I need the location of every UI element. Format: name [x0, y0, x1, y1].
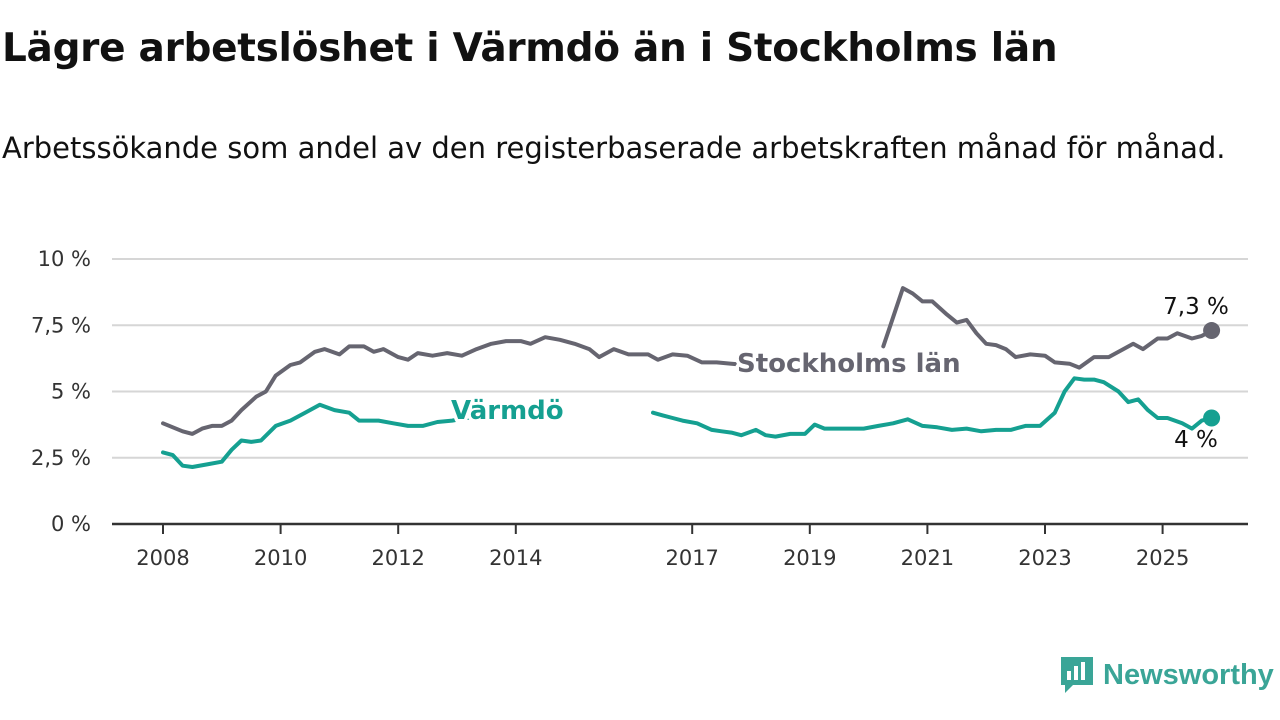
series-line-varmdo: [161, 402, 494, 469]
end-value-label-stockholm: 7,3 %: [1163, 294, 1229, 320]
x-tick-label: 2021: [901, 546, 954, 570]
x-axis: 2008 2010 2012 2014 2017 2019 2021 2023 2025: [112, 522, 1248, 570]
series-line-stockholm-recent: [881, 286, 1214, 370]
series-label-stockholm: Stockholms län: [737, 349, 961, 379]
x-tick-label: 2023: [1018, 546, 1071, 570]
x-tick-label: 2014: [489, 546, 542, 570]
newsworthy-logo-icon: [1061, 657, 1093, 693]
series-end-point-stockholm: [1203, 322, 1221, 340]
x-tick-label: 2025: [1136, 546, 1189, 570]
series-line-varmdo-recent: [651, 376, 1214, 439]
x-tick-label: 2017: [665, 546, 718, 570]
x-tick-label: 2008: [136, 546, 189, 570]
y-tick-label: 10 %: [38, 247, 91, 271]
chart-subtitle: Arbetssökande som andel av den registerb…: [2, 131, 1226, 165]
x-tick-label: 2010: [254, 546, 307, 570]
brand-logo: Newsworthy: [1059, 654, 1274, 696]
x-tick-label: 2019: [783, 546, 836, 570]
series-label-varmdo: Värmdö: [451, 396, 564, 426]
y-tick-label: 5 %: [51, 380, 91, 404]
series-labels: Stockholms län Värmdö 7,3 % 4 %: [448, 292, 1232, 456]
series-lines: [161, 286, 1221, 469]
x-tick-label: 2012: [371, 546, 424, 570]
chart-title: Lägre arbetslöshet i Värmdö än i Stockho…: [2, 26, 1058, 71]
y-tick-label: 2,5 %: [31, 446, 91, 470]
brand-name: Newsworthy: [1103, 658, 1274, 691]
y-tick-label: 7,5 %: [31, 313, 91, 337]
series-line-stockholm: [161, 335, 798, 436]
y-gridlines: [112, 258, 1248, 459]
end-value-label-varmdo: 4 %: [1174, 427, 1218, 453]
y-tick-label: 0 %: [51, 512, 91, 536]
y-axis-ticks: 0 % 2,5 % 5 % 7,5 % 10 %: [31, 247, 91, 536]
series-end-point-varmdo: [1203, 409, 1221, 427]
